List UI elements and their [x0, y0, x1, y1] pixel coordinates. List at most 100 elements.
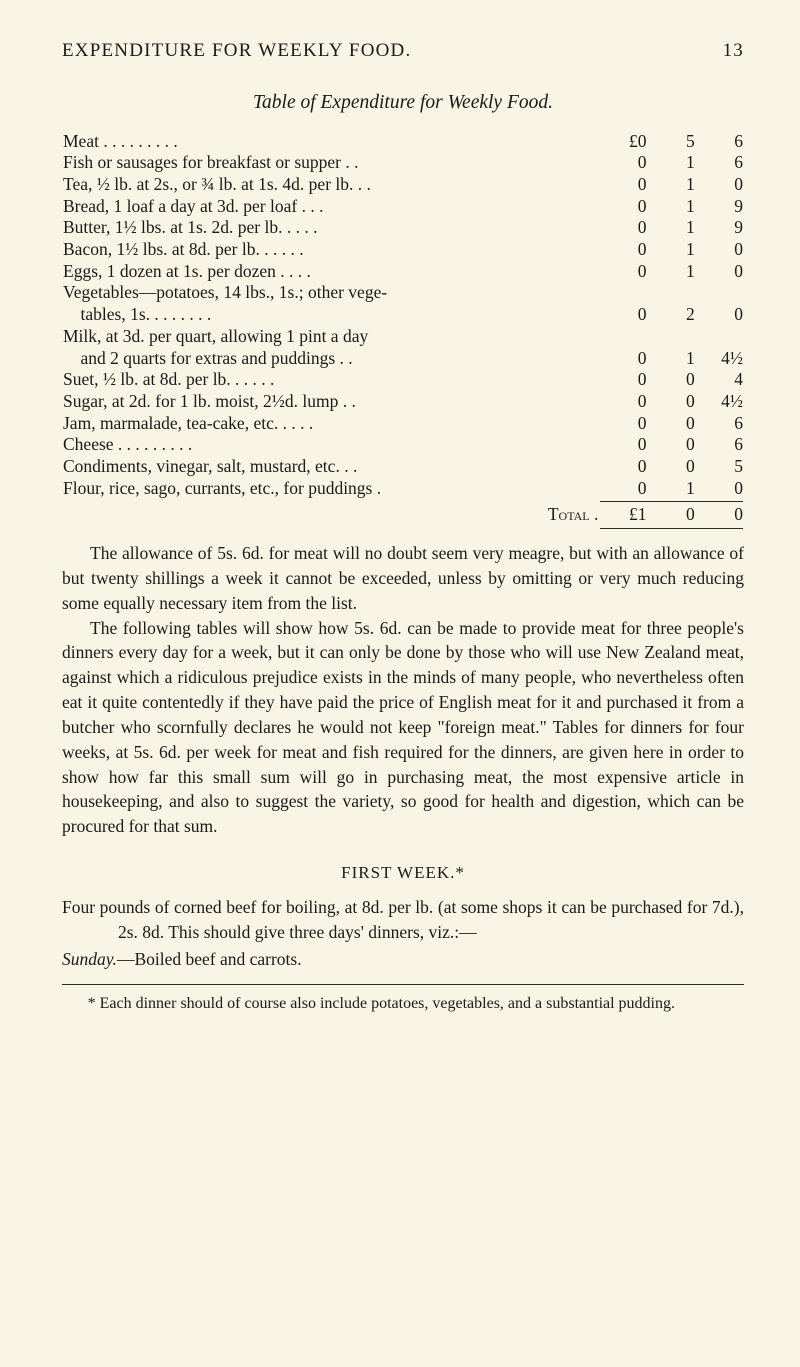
- row-item: Cheese . . . . . . . . .: [62, 434, 599, 456]
- row-amount-l: 0: [599, 196, 647, 218]
- row-item: Eggs, 1 dozen at 1s. per dozen . . . .: [62, 261, 599, 283]
- total-amount-s: 0: [648, 504, 696, 526]
- row-item: Jam, marmalade, tea-cake, etc. . . . .: [62, 413, 599, 435]
- row-amount-l: 0: [599, 304, 647, 326]
- row-amount-s: 1: [648, 217, 696, 239]
- rule-spacer: [62, 526, 599, 531]
- row-amount-d: 4: [696, 369, 744, 391]
- row-item: and 2 quarts for extras and puddings . .: [62, 348, 599, 370]
- row-amount-l: [599, 326, 647, 348]
- row-amount-d: 6: [696, 131, 744, 153]
- week-entry-2: Sunday.—Boiled beef and carrots.: [62, 947, 744, 972]
- footnote: * Each dinner should of course also incl…: [62, 993, 744, 1016]
- total-row: Total .£100: [62, 504, 744, 526]
- sunday-rest: —Boiled beef and carrots.: [117, 949, 302, 969]
- row-item: Meat . . . . . . . . .: [62, 131, 599, 153]
- table-row: tables, 1s. . . . . . . .020: [62, 304, 744, 326]
- table-row: Suet, ½ lb. at 8d. per lb. . . . . .004: [62, 369, 744, 391]
- table-row: Bread, 1 loaf a day at 3d. per loaf . . …: [62, 196, 744, 218]
- table-row: Meat . . . . . . . . .£056: [62, 131, 744, 153]
- row-item: Sugar, at 2d. for 1 lb. moist, 2½d. lump…: [62, 391, 599, 413]
- row-item: Milk, at 3d. per quart, allowing 1 pint …: [62, 326, 599, 348]
- table-title: Table of Expenditure for Weekly Food.: [62, 89, 744, 117]
- body-paragraph-2: The following tables will show how 5s. 6…: [62, 616, 744, 840]
- row-amount-l: 0: [599, 413, 647, 435]
- table-row: Vegetables—potatoes, 14 lbs., 1s.; other…: [62, 282, 744, 304]
- row-amount-d: [696, 326, 744, 348]
- row-item: Vegetables—potatoes, 14 lbs., 1s.; other…: [62, 282, 599, 304]
- row-amount-s: 1: [648, 261, 696, 283]
- row-amount-s: 1: [648, 239, 696, 261]
- row-item: Fish or sausages for breakfast or supper…: [62, 152, 599, 174]
- row-amount-l: £0: [599, 131, 647, 153]
- table-row: Bacon, 1½ lbs. at 8d. per lb. . . . . .0…: [62, 239, 744, 261]
- row-item: tables, 1s. . . . . . . .: [62, 304, 599, 326]
- row-amount-d: 0: [696, 174, 744, 196]
- table-row: Flour, rice, sago, currants, etc., for p…: [62, 478, 744, 500]
- total-amount-d: 0: [696, 504, 744, 526]
- row-amount-s: 0: [648, 434, 696, 456]
- row-amount-d: 6: [696, 152, 744, 174]
- table-row: Condiments, vinegar, salt, mustard, etc.…: [62, 456, 744, 478]
- row-amount-s: 2: [648, 304, 696, 326]
- expenditure-table: Meat . . . . . . . . .£056Fish or sausag…: [62, 131, 744, 531]
- row-amount-d: 6: [696, 413, 744, 435]
- row-amount-d: 6: [696, 434, 744, 456]
- row-amount-s: [648, 326, 696, 348]
- row-amount-l: 0: [599, 217, 647, 239]
- row-item: Bread, 1 loaf a day at 3d. per loaf . . …: [62, 196, 599, 218]
- week-entry-1: Four pounds of corned beef for boiling, …: [62, 895, 744, 945]
- row-amount-d: 0: [696, 261, 744, 283]
- row-amount-l: 0: [599, 261, 647, 283]
- row-amount-l: 0: [599, 348, 647, 370]
- first-week-heading: FIRST WEEK.*: [62, 861, 744, 885]
- row-amount-d: 9: [696, 217, 744, 239]
- row-amount-l: 0: [599, 174, 647, 196]
- table-row: Butter, 1½ lbs. at 1s. 2d. per lb. . . .…: [62, 217, 744, 239]
- row-amount-d: 4½: [696, 391, 744, 413]
- row-amount-l: 0: [599, 239, 647, 261]
- row-amount-s: 1: [648, 196, 696, 218]
- sunday-label: Sunday.: [62, 949, 117, 969]
- row-item: Tea, ½ lb. at 2s., or ¾ lb. at 1s. 4d. p…: [62, 174, 599, 196]
- row-item: Butter, 1½ lbs. at 1s. 2d. per lb. . . .…: [62, 217, 599, 239]
- row-item: Condiments, vinegar, salt, mustard, etc.…: [62, 456, 599, 478]
- row-amount-d: 9: [696, 196, 744, 218]
- row-amount-s: 5: [648, 131, 696, 153]
- row-amount-s: 1: [648, 348, 696, 370]
- row-amount-d: [696, 282, 744, 304]
- table-row: Cheese . . . . . . . . .006: [62, 434, 744, 456]
- row-amount-s: 0: [648, 391, 696, 413]
- total-amount-l: £1: [599, 504, 647, 526]
- row-amount-d: 5: [696, 456, 744, 478]
- page-title: EXPENDITURE FOR WEEKLY FOOD.: [62, 38, 411, 65]
- row-amount-l: 0: [599, 391, 647, 413]
- row-amount-d: 0: [696, 239, 744, 261]
- row-amount-s: 1: [648, 478, 696, 500]
- row-amount-d: 0: [696, 304, 744, 326]
- row-amount-s: 1: [648, 174, 696, 196]
- table-row: Milk, at 3d. per quart, allowing 1 pint …: [62, 326, 744, 348]
- row-amount-l: [599, 282, 647, 304]
- row-amount-s: 0: [648, 369, 696, 391]
- row-amount-l: 0: [599, 456, 647, 478]
- row-amount-d: 4½: [696, 348, 744, 370]
- row-amount-s: 0: [648, 413, 696, 435]
- table-row: Jam, marmalade, tea-cake, etc. . . . .00…: [62, 413, 744, 435]
- total-label: Total .: [62, 504, 599, 526]
- row-item: Flour, rice, sago, currants, etc., for p…: [62, 478, 599, 500]
- table-row: Sugar, at 2d. for 1 lb. moist, 2½d. lump…: [62, 391, 744, 413]
- table-row: and 2 quarts for extras and puddings . .…: [62, 348, 744, 370]
- row-item: Bacon, 1½ lbs. at 8d. per lb. . . . . .: [62, 239, 599, 261]
- page-header: EXPENDITURE FOR WEEKLY FOOD. 13: [62, 38, 744, 65]
- row-amount-l: 0: [599, 434, 647, 456]
- page-number: 13: [723, 38, 744, 65]
- row-amount-s: 1: [648, 152, 696, 174]
- row-item: Suet, ½ lb. at 8d. per lb. . . . . .: [62, 369, 599, 391]
- table-row: Tea, ½ lb. at 2s., or ¾ lb. at 1s. 4d. p…: [62, 174, 744, 196]
- row-amount-s: [648, 282, 696, 304]
- total-rule-row-2: [62, 526, 744, 531]
- row-amount-l: 0: [599, 369, 647, 391]
- total-rule-bottom: [599, 526, 744, 531]
- row-amount-l: 0: [599, 152, 647, 174]
